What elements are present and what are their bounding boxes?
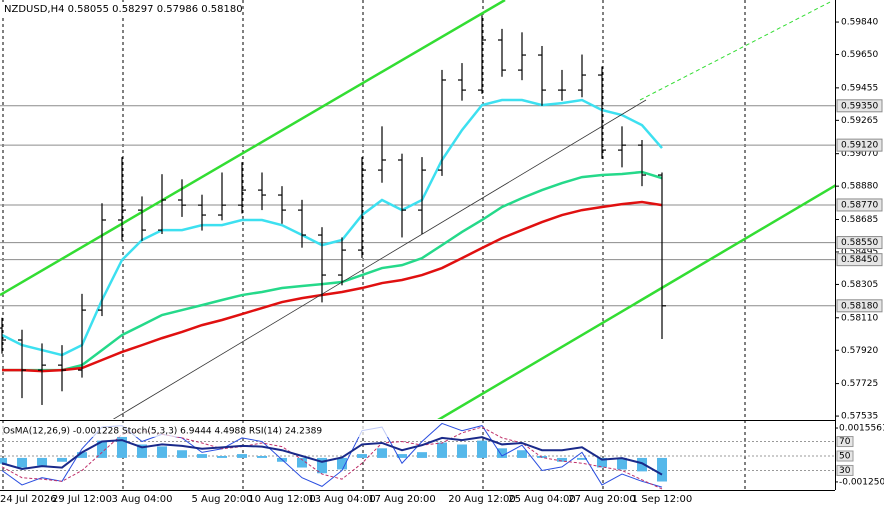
osma-bar [657, 457, 667, 482]
separators [2, 0, 746, 490]
level-label-box [836, 464, 854, 476]
level-label-box [836, 253, 883, 267]
y-tick-label: 70 [839, 437, 851, 447]
y-tick-label: 50 [839, 452, 851, 462]
osma-bar [17, 457, 27, 468]
y-tick-label: 0.58685 [841, 215, 878, 225]
level-label-box [836, 450, 854, 462]
indicator-title: OsMA(12,26,9) -0.001228 Stoch(5,3,3) 6.9… [3, 427, 322, 437]
y-tick-label: 0.59650 [841, 50, 878, 60]
level-label-box [836, 236, 883, 250]
osma-bar [257, 456, 267, 458]
y-tick-label: 30 [839, 466, 851, 476]
level-label: 0.59350 [841, 101, 878, 111]
y-tick-label: 0.58305 [841, 280, 878, 290]
osma-bar [97, 440, 107, 458]
x-tick-label: 25 Aug 04:00 [508, 494, 575, 505]
osma-bar [417, 452, 427, 458]
x-tick-label: 20 Aug 12:00 [448, 494, 515, 505]
x-tick-label: 1 Sep 12:00 [632, 494, 692, 505]
level-label: 0.58450 [841, 255, 878, 265]
x-tick-label: 3 Aug 04:00 [111, 494, 172, 505]
osma-bar [517, 450, 527, 458]
osma-bar [337, 457, 347, 470]
moving-average [1, 98, 663, 357]
x-tick-label: 17 Aug 20:00 [368, 494, 435, 505]
level-label: 0.59120 [841, 141, 878, 151]
osma-bar [377, 448, 387, 458]
trendline [639, 1, 831, 101]
osma-bar [457, 444, 467, 458]
title-bg [0, 424, 400, 437]
y-tick-label: 0.59070 [841, 149, 878, 159]
trendline [437, 184, 835, 419]
osma-bar [557, 457, 567, 462]
osma-bar [597, 457, 607, 468]
x-tick-label: 13 Aug 04:00 [308, 494, 375, 505]
y-tick-label: 0.0015561 [839, 424, 884, 434]
x-tick-label: 24 Jul 2026 [0, 494, 57, 505]
osma-bar [617, 457, 627, 470]
osma-bar [137, 444, 147, 458]
x-tick-label: 27 Aug 20:00 [568, 494, 635, 505]
level-label: 0.58770 [841, 200, 878, 210]
osma-bar [577, 457, 587, 460]
y-tick-label: 0.58880 [841, 182, 878, 192]
y-tick-label: 0.57725 [841, 379, 878, 389]
chart-title: NZDUSD,H4 0.58055 0.58297 0.57986 0.5818… [4, 4, 243, 15]
indicator-line [1, 426, 663, 490]
osma-bar [0, 457, 7, 464]
level-label-box [836, 198, 883, 212]
y-tick-label: 0.57920 [841, 346, 878, 356]
osma-bar [217, 456, 227, 458]
osma-bar [297, 457, 307, 468]
x-tick-label: 5 Aug 20:00 [191, 494, 252, 505]
osma-bar [437, 442, 447, 458]
moving-average [2, 170, 663, 372]
osma-bar [77, 452, 87, 458]
osma-bar [397, 454, 407, 458]
level-label-box [836, 138, 883, 152]
level-label-box [836, 299, 883, 313]
osma-bar [637, 457, 647, 472]
y-tick-label: 0.58110 [841, 313, 878, 323]
level-label-box [836, 99, 883, 113]
indicator-line [1, 436, 663, 476]
osma-bar [357, 454, 367, 458]
osma-bar [157, 446, 167, 458]
level-label: 0.58550 [841, 238, 878, 248]
y-tick-label: 0.58495 [841, 247, 878, 257]
osma-bar [177, 450, 187, 458]
osma-bar [117, 436, 127, 458]
y-tick-label: 0.59265 [841, 116, 878, 126]
trendline [112, 99, 647, 419]
osma-bar [497, 448, 507, 458]
osma-bar [317, 457, 327, 474]
osma-bar [197, 454, 207, 458]
y-tick-label: 0.59455 [841, 83, 878, 93]
moving-average [2, 200, 663, 373]
y-tick-label: -0.001250 [839, 477, 884, 487]
osma-bar [237, 454, 247, 458]
trendline [0, 0, 506, 297]
osma-bar [477, 440, 487, 458]
level-label: 0.58180 [841, 301, 878, 311]
indicator-plot [0, 422, 835, 490]
level-label-box [836, 436, 854, 448]
title-bg [0, 2, 235, 15]
osma-bar [57, 457, 67, 462]
x-tick-label: 29 Jul 12:00 [52, 494, 112, 505]
x-tick-label: 10 Aug 12:00 [248, 494, 315, 505]
y-tick-label: 0.59840 [841, 18, 878, 28]
y-tick-label: 0.57535 [841, 412, 878, 422]
osma-bar [37, 457, 47, 466]
price-plot [0, 0, 835, 419]
